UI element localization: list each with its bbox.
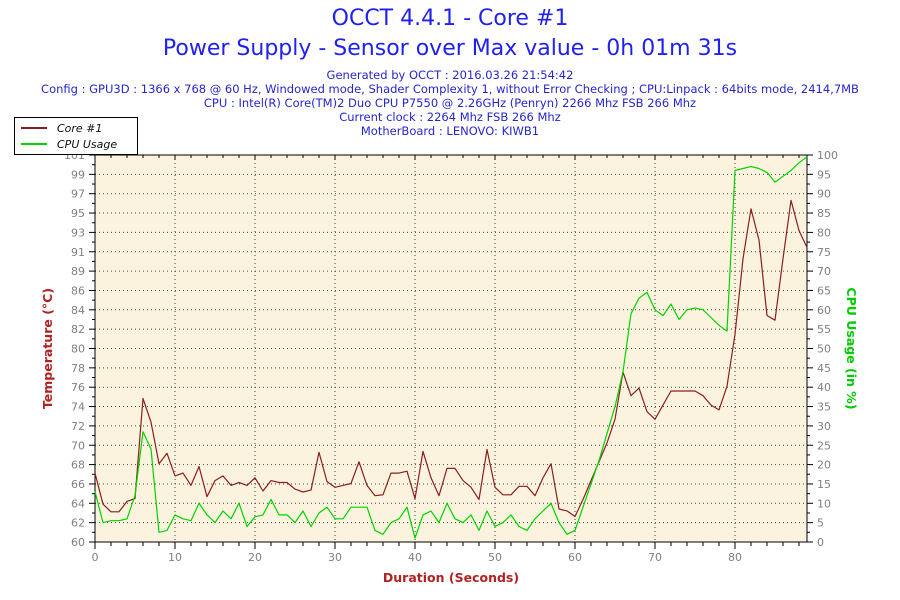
- legend-item-cpu-usage: CPU Usage: [15, 136, 137, 152]
- svg-text:82: 82: [71, 323, 85, 336]
- right-axis-title: CPU Usage (in %): [844, 287, 859, 409]
- svg-text:84: 84: [71, 304, 85, 317]
- svg-text:50: 50: [817, 343, 831, 356]
- svg-text:30: 30: [817, 420, 831, 433]
- svg-text:60: 60: [71, 536, 85, 549]
- svg-text:91: 91: [71, 246, 85, 259]
- series-line-core-1: [94, 199, 808, 518]
- svg-text:66: 66: [71, 478, 85, 491]
- svg-text:10: 10: [817, 497, 831, 510]
- left-axis-title: Temperature (°C): [40, 288, 55, 409]
- svg-text:20: 20: [248, 551, 262, 564]
- tick-labels: 60 62 64 66 68 70 72 74 76 78 80 82 84 86 89 91 93 95 97 99…: [64, 149, 838, 564]
- cpu-usage-line-swatch: [21, 143, 47, 145]
- svg-text:62: 62: [71, 517, 85, 530]
- svg-text:10: 10: [168, 551, 182, 564]
- svg-text:20: 20: [817, 459, 831, 472]
- svg-text:74: 74: [71, 401, 85, 414]
- axis-ticks: [89, 154, 813, 549]
- svg-text:95: 95: [71, 207, 85, 220]
- cpu-info-line: CPU : Intel(R) Core(TM)2 Duo CPU P7550 @…: [203, 96, 697, 110]
- svg-text:45: 45: [817, 362, 831, 375]
- svg-text:15: 15: [817, 478, 831, 491]
- svg-text:95: 95: [817, 168, 831, 181]
- svg-text:70: 70: [71, 439, 85, 452]
- svg-text:60: 60: [817, 304, 831, 317]
- svg-text:72: 72: [71, 420, 85, 433]
- page-subtitle: Power Supply - Sensor over Max value - 0…: [162, 36, 738, 61]
- x-axis-title: Duration (Seconds): [383, 570, 519, 585]
- svg-text:70: 70: [817, 265, 831, 278]
- legend-label-core1: Core #1: [57, 121, 103, 135]
- svg-text:70: 70: [648, 551, 662, 564]
- svg-text:35: 35: [817, 401, 831, 414]
- svg-text:30: 30: [328, 551, 342, 564]
- svg-text:64: 64: [71, 497, 85, 510]
- legend-label-cpu-usage: CPU Usage: [57, 137, 118, 151]
- svg-text:60: 60: [568, 551, 582, 564]
- config-line: Config : GPU3D : 1366 x 768 @ 60 Hz, Win…: [41, 82, 859, 96]
- current-clock-line: Current clock : 2264 Mhz FSB 266 Mhz: [339, 110, 561, 124]
- svg-text:40: 40: [408, 551, 422, 564]
- svg-text:65: 65: [817, 284, 831, 297]
- svg-text:40: 40: [817, 381, 831, 394]
- svg-text:85: 85: [817, 207, 831, 220]
- svg-text:75: 75: [817, 246, 831, 259]
- legend-item-core1: Core #1: [15, 120, 137, 136]
- svg-text:97: 97: [71, 188, 85, 201]
- svg-text:68: 68: [71, 459, 85, 472]
- svg-text:55: 55: [817, 323, 831, 336]
- svg-text:86: 86: [71, 284, 85, 297]
- svg-text:89: 89: [71, 265, 85, 278]
- svg-text:25: 25: [817, 439, 831, 452]
- svg-text:0: 0: [817, 536, 824, 549]
- motherboard-line: MotherBoard : LENOVO: KIWB1: [360, 124, 540, 138]
- svg-text:76: 76: [71, 381, 85, 394]
- svg-text:50: 50: [488, 551, 502, 564]
- chart-legend: Core #1 CPU Usage: [14, 117, 138, 155]
- page-title: OCCT 4.4.1 - Core #1: [331, 6, 569, 31]
- svg-text:100: 100: [817, 149, 838, 162]
- core1-line-swatch: [21, 127, 47, 129]
- svg-text:80: 80: [728, 551, 742, 564]
- svg-text:5: 5: [817, 517, 824, 530]
- svg-text:78: 78: [71, 362, 85, 375]
- svg-text:99: 99: [71, 168, 85, 181]
- svg-text:80: 80: [817, 226, 831, 239]
- svg-text:80: 80: [71, 343, 85, 356]
- svg-text:93: 93: [71, 226, 85, 239]
- series-line-cpu-usage: [94, 156, 808, 539]
- svg-text:0: 0: [92, 551, 99, 564]
- svg-text:90: 90: [817, 188, 831, 201]
- generated-by-line: Generated by OCCT : 2016.03.26 21:54:42: [326, 68, 574, 82]
